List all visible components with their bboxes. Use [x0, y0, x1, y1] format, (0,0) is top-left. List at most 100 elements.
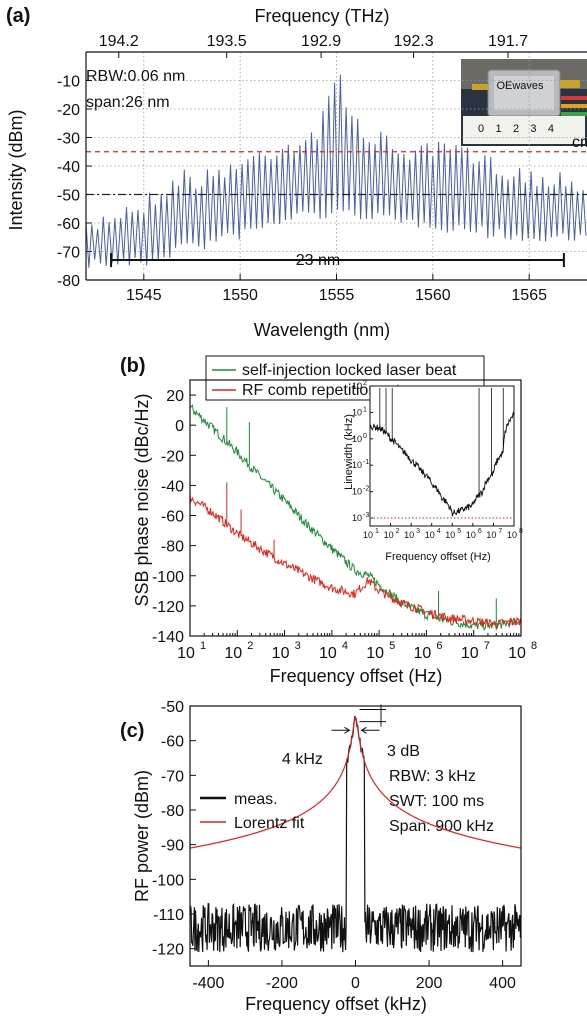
inset-y-tick-exponent: 0: [363, 433, 367, 440]
fwhm-right-arrow: [360, 726, 380, 734]
photo-ruler: [463, 116, 585, 144]
legend-label: self-injection locked laser beat: [242, 362, 457, 379]
top-tick-label: 194.2: [99, 33, 139, 50]
y-tick-label: 20: [166, 388, 184, 405]
y-tick-label: -30: [57, 131, 80, 148]
inset-y-tick-label: 10: [352, 434, 362, 444]
x-tick-label: 10: [177, 645, 195, 662]
inset-y-tick-label: 10: [352, 487, 362, 497]
ruler-unit: cm: [572, 134, 587, 151]
x-tick-label: 1565: [511, 287, 547, 304]
swt-label: SWT: 100 ms: [389, 793, 484, 810]
y-tick-label: -60: [57, 216, 80, 233]
device-logo: OEwaves: [496, 80, 544, 92]
panel-a-y-axis-title: Intensity (dBm): [6, 109, 26, 230]
inset-y-axis-title: Linewidth (kHz): [343, 414, 355, 490]
panel-c-label: (c): [120, 720, 144, 742]
spectrum-trace: [85, 74, 587, 268]
x-tick-exponent: 7: [484, 640, 490, 652]
y-tick-label: -120: [152, 599, 184, 616]
inset-x-tick-exponent: 1: [375, 528, 379, 535]
panel-b-axes-frame: [189, 379, 522, 637]
x-tick-label: 200: [416, 975, 443, 992]
y-tick-label: -20: [57, 102, 80, 119]
x-tick-exponent: 6: [436, 640, 442, 652]
panel-a-span-annotation: span:26 nm: [86, 94, 170, 111]
inset-x-tick-exponent: 2: [396, 528, 400, 535]
device-lid: [494, 76, 554, 110]
panel-b-x-axis-title: Frequency offset (Hz): [270, 666, 443, 686]
inset-x-tick-label: 10: [486, 530, 496, 540]
top-tick-label: 193.5: [207, 33, 247, 50]
inset-x-tick-exponent: 3: [416, 528, 420, 535]
y-tick-label: -60: [161, 509, 184, 526]
x-tick-exponent: 1: [200, 640, 206, 652]
y-tick-label: -100: [152, 872, 184, 889]
x-tick-label: 10: [224, 645, 242, 662]
inset-x-tick-label: 10: [404, 530, 414, 540]
inset-linewidth-series: [369, 410, 515, 517]
x-tick-label: 1560: [415, 287, 451, 304]
top-tick-label: 192.9: [301, 33, 341, 50]
y-tick-label: -80: [161, 803, 184, 820]
inset-x-tick-label: 10: [507, 530, 517, 540]
inset-frame: [369, 385, 515, 527]
panel-b-label: (b): [120, 355, 146, 377]
inset-x-tick-label: 10: [425, 530, 435, 540]
panel-a: (a) Frequency (THz) Wavelength (nm) Inte…: [6, 5, 587, 340]
y-tick-label: -80: [161, 539, 184, 556]
connector-left: [472, 84, 488, 90]
panel-a-top-axis-title: Frequency (THz): [254, 6, 389, 26]
wire-yellow: [561, 104, 587, 108]
panel-b-y-axis-title: SSB phase noise (dBc/Hz): [132, 393, 152, 606]
x-tick-label: 400: [489, 975, 516, 992]
inset-y-tick-label: 10: [352, 460, 362, 470]
x-tick-label: 10: [508, 645, 526, 662]
inset-y-tick-label: 10: [352, 381, 362, 391]
ruler-digits: 0 1 2 3 4: [478, 123, 554, 135]
top-tick-label: 192.3: [394, 33, 434, 50]
x-tick-label: 1550: [222, 287, 258, 304]
measured-series: [189, 716, 522, 953]
inset-x-tick-label: 10: [466, 530, 476, 540]
x-tick-label: 10: [272, 645, 290, 662]
device-photo-inset: OEwaves 0 1 2 3 4 cm: [461, 59, 587, 151]
y-tick-label: -40: [161, 478, 184, 495]
inset-y-tick-exponent: -2: [363, 486, 369, 493]
wire-red: [561, 96, 587, 100]
red-phase-noise-series: [189, 494, 522, 629]
y-tick-label: -70: [57, 245, 80, 262]
inset-x-tick-exponent: 6: [478, 528, 482, 535]
y-tick-label: -70: [161, 768, 184, 785]
x-tick-label: 10: [319, 645, 337, 662]
top-tick-label: 191.7: [488, 33, 528, 50]
legend-label: RF comb repetition rate: [242, 382, 409, 399]
green-phase-noise-series: [189, 404, 522, 631]
inset-x-tick-exponent: 7: [498, 528, 502, 535]
panel-c-x-axis-title: Frequency offset (kHz): [245, 994, 427, 1014]
inset-x-tick-label: 10: [445, 530, 455, 540]
inset-x-axis-title: Frequency offset (Hz): [385, 551, 491, 563]
inset-y-tick-label: 10: [352, 407, 362, 417]
x-tick-exponent: 5: [389, 640, 395, 652]
inset-y-tick-exponent: 1: [363, 406, 367, 413]
panel-c: (c) Frequency offset (kHz) RF power (dBm…: [120, 699, 522, 1014]
y-tick-label: -140: [152, 629, 184, 646]
lorentz-fit-series: [189, 717, 522, 849]
inset-x-tick-label: 10: [384, 530, 394, 540]
y-tick-label: -90: [161, 838, 184, 855]
x-tick-label: 10: [414, 645, 432, 662]
y-tick-label: -120: [152, 942, 184, 959]
y-tick-label: -100: [152, 569, 184, 586]
x-tick-label: 1545: [126, 287, 162, 304]
rbw-label: RBW: 3 kHz: [389, 768, 476, 785]
panel-a-x-axis-title: Wavelength (nm): [254, 320, 390, 340]
panel-a-rbw-annotation: RBW:0.06 nm: [86, 68, 185, 85]
x-tick-label: 10: [366, 645, 384, 662]
y-tick-label: -10: [57, 74, 80, 91]
legend-label: Lorentz fit: [234, 815, 305, 832]
legend-label: meas.: [234, 791, 278, 808]
panel-c-y-axis-title: RF power (dBm): [132, 770, 152, 902]
inset-x-tick-exponent: 8: [519, 528, 523, 535]
